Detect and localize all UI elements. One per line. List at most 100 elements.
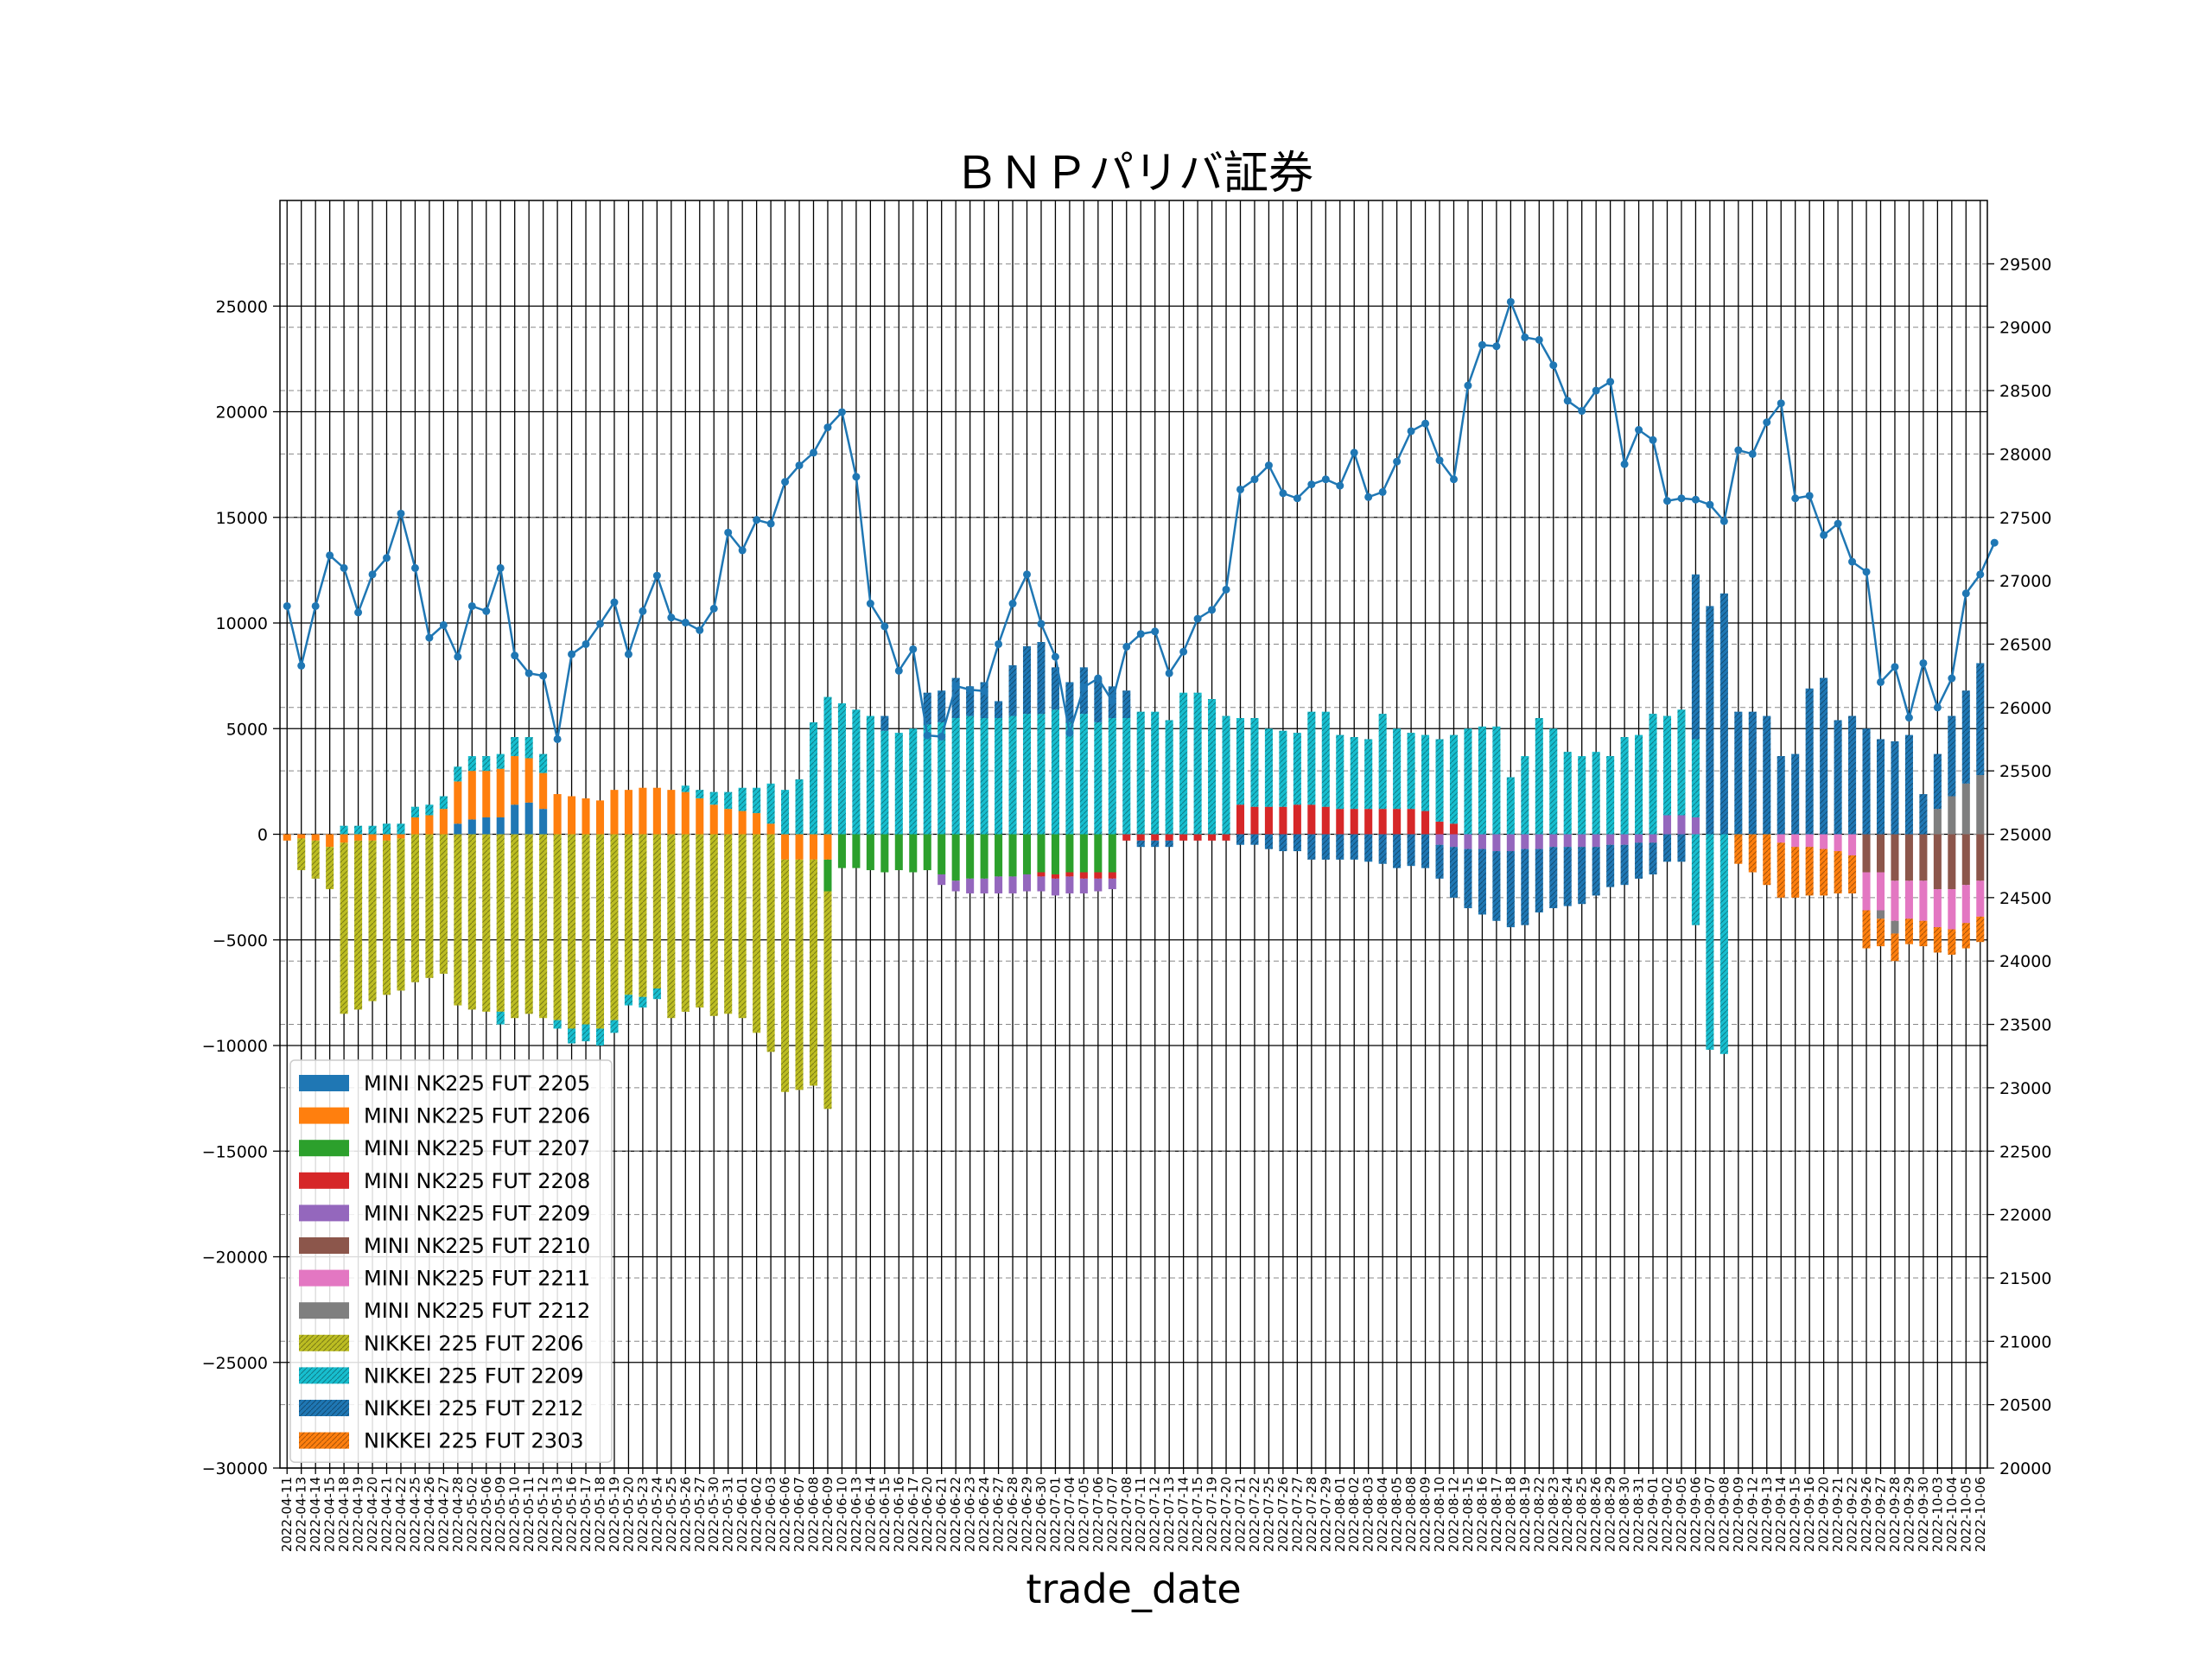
bar-segment <box>1321 806 1330 835</box>
price-point <box>696 626 704 634</box>
x-tick-label: 2022-09-09 <box>1731 1477 1746 1552</box>
y-tick-label-left: 15000 <box>216 509 268 528</box>
bar-segment <box>1891 834 1899 881</box>
bar-segment <box>1891 920 1899 934</box>
bar-segment <box>709 804 718 835</box>
bar-hatch <box>667 834 676 1019</box>
price-point <box>1279 489 1287 498</box>
bar-segment <box>1820 834 1828 849</box>
bar-hatch <box>1393 728 1402 810</box>
x-tick-label: 2022-08-08 <box>1403 1477 1419 1552</box>
bar-segment <box>1961 834 1970 886</box>
bar-hatch <box>1193 692 1202 835</box>
price-point <box>1136 630 1145 639</box>
bar-segment <box>1165 834 1173 841</box>
bar-hatch <box>1606 756 1615 835</box>
bar-hatch <box>1407 733 1415 810</box>
price-point <box>1663 497 1671 505</box>
price-point <box>1151 627 1160 636</box>
x-tick-label: 2022-09-12 <box>1745 1477 1760 1552</box>
bar-hatch <box>1037 642 1046 715</box>
y-tick-label-right: 24500 <box>1999 889 2051 908</box>
bar-segment <box>823 834 832 860</box>
bar-segment <box>1122 834 1131 841</box>
bar-hatch <box>1293 834 1301 852</box>
x-tick-label: 2022-07-20 <box>1218 1477 1234 1552</box>
bar-segment <box>1222 834 1230 841</box>
bar-hatch <box>1449 847 1459 898</box>
price-point <box>311 601 320 610</box>
bar-hatch <box>568 834 576 1029</box>
bar-segment <box>1435 821 1444 835</box>
legend-entry: MINI NK225 FUT 2205 <box>364 1071 590 1096</box>
price-point <box>995 639 1003 648</box>
x-tick-label: 2022-06-14 <box>862 1477 878 1552</box>
x-tick-label: 2022-05-31 <box>721 1477 736 1552</box>
bar-segment <box>1521 834 1529 849</box>
y-tick-label-right: 29000 <box>1999 319 2051 338</box>
x-tick-label: 2022-06-20 <box>919 1477 935 1552</box>
bar-hatch <box>1677 834 1686 862</box>
bar-segment <box>1136 834 1145 841</box>
bar-hatch <box>496 753 505 769</box>
x-tick-label: 2022-06-02 <box>749 1477 765 1552</box>
bar-hatch <box>1919 920 1928 947</box>
y-tick-label-right: 25000 <box>1999 826 2051 845</box>
bar-segment <box>326 834 334 848</box>
bar-segment <box>1478 834 1486 849</box>
bar-hatch <box>340 842 348 1014</box>
bar-segment <box>1777 834 1785 843</box>
bar-hatch <box>496 1011 505 1025</box>
bar-hatch <box>1378 834 1387 864</box>
bar-segment <box>894 834 903 871</box>
bar-hatch <box>1094 721 1103 835</box>
bar-hatch <box>1506 851 1515 928</box>
bar-segment <box>1037 876 1046 892</box>
chart-title: ＢＮＰパリバ証券 <box>954 148 1313 200</box>
bar-hatch <box>1065 721 1074 835</box>
bar-segment <box>866 834 874 871</box>
x-tick-label: 2022-08-15 <box>1460 1477 1476 1552</box>
legend-swatch-hatch <box>299 1367 349 1384</box>
price-point <box>823 423 832 432</box>
bar-hatch <box>1250 718 1259 807</box>
x-tick-label: 2022-04-27 <box>435 1477 451 1552</box>
legend: MINI NK225 FUT 2205 MINI NK225 FUT 2206 MI… <box>289 1059 613 1463</box>
bar-segment <box>467 771 476 820</box>
x-tick-label: 2022-04-21 <box>379 1477 395 1552</box>
price-line <box>283 297 1999 743</box>
x-tick-label: 2022-05-16 <box>564 1477 580 1552</box>
bar-segment <box>354 834 363 841</box>
bar-hatch <box>709 834 718 1016</box>
price-point <box>1464 381 1472 390</box>
bar-hatch <box>1834 851 1842 893</box>
bar-segment <box>1635 834 1643 843</box>
bar-hatch <box>1136 711 1145 835</box>
price-point <box>709 604 718 613</box>
bar-hatch <box>1948 929 1956 955</box>
price-point <box>738 546 747 555</box>
x-axis-label: trade_date <box>1026 1566 1241 1612</box>
bar-hatch <box>1122 690 1131 719</box>
bar-hatch <box>1435 739 1444 822</box>
price-point <box>524 669 533 677</box>
x-tick-label: 2022-06-10 <box>834 1477 849 1552</box>
bar-hatch <box>1208 699 1217 835</box>
bar-segment <box>1065 876 1074 893</box>
legend-entry: NIKKEI 225 FUT 2303 <box>364 1429 584 1453</box>
bar-hatch <box>1606 844 1615 887</box>
bar-segment <box>809 834 818 860</box>
bar-segment <box>1961 885 1970 924</box>
x-tick-label: 2022-08-22 <box>1531 1477 1547 1552</box>
x-tick-label: 2022-05-17 <box>578 1477 594 1552</box>
bar-hatch <box>738 787 747 811</box>
bar-hatch <box>1748 711 1757 835</box>
price-point <box>1848 557 1857 566</box>
price-point <box>1948 674 1956 683</box>
bar-segment <box>1976 880 1985 917</box>
x-tick-label: 2022-07-07 <box>1104 1477 1120 1552</box>
bar-segment <box>454 781 462 824</box>
bar-segment <box>1279 806 1287 835</box>
y-tick-label-right: 27500 <box>1999 509 2051 528</box>
bar-hatch <box>1008 664 1017 716</box>
